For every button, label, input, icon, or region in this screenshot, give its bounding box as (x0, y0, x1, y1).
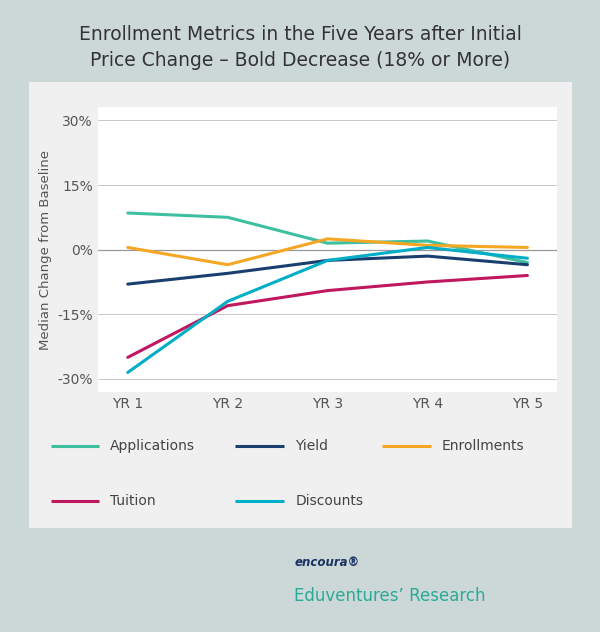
Text: Tuition: Tuition (110, 494, 156, 508)
Text: Enrollments: Enrollments (442, 439, 524, 453)
Text: encoura®: encoura® (295, 556, 359, 569)
Text: Applications: Applications (110, 439, 196, 453)
Y-axis label: Median Change from Baseline: Median Change from Baseline (39, 150, 52, 349)
Text: Discounts: Discounts (295, 494, 363, 508)
Text: Enrollment Metrics in the Five Years after Initial
Price Change – Bold Decrease : Enrollment Metrics in the Five Years aft… (79, 25, 521, 70)
Text: Yield: Yield (295, 439, 328, 453)
Text: Eduventures’ Research: Eduventures’ Research (295, 587, 486, 605)
